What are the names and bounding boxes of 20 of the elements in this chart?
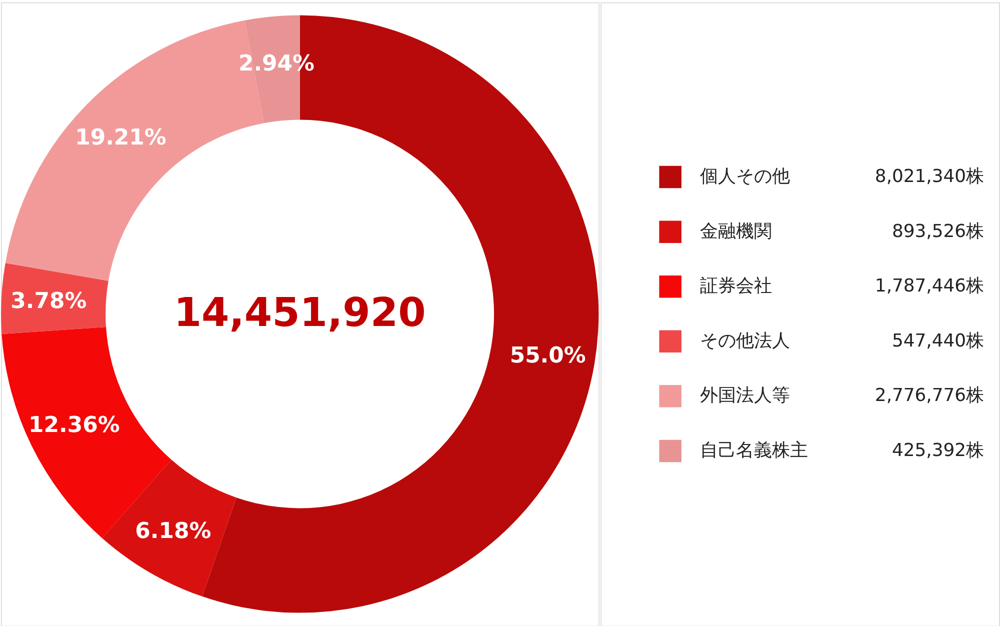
text: 2,776,776株 bbox=[874, 385, 984, 406]
donut-slice bbox=[102, 460, 236, 596]
data-label: 19.21% bbox=[75, 125, 166, 150]
legend-label: 自己名義株主 bbox=[700, 440, 808, 461]
donut-slice bbox=[1, 262, 108, 334]
legend-label: 証券会社 bbox=[700, 276, 772, 297]
text: 547,440株 bbox=[892, 330, 984, 352]
text: 425,392株 bbox=[892, 440, 984, 461]
data-label: 12.36% bbox=[28, 413, 120, 438]
text: 1,787,446株 bbox=[874, 276, 984, 297]
legend-label: 金融機関 bbox=[700, 220, 772, 242]
legend-label: 個人その他 bbox=[700, 166, 790, 188]
legend-label: 外国法人等 bbox=[700, 385, 790, 406]
text: 14,451,920 bbox=[174, 290, 426, 336]
legend-label: その他法人 bbox=[700, 330, 790, 352]
data-label: 6.18% bbox=[135, 519, 212, 544]
data-label: 55.0% bbox=[510, 344, 586, 369]
data-label: 3.78% bbox=[10, 288, 87, 314]
text: 893,526株 bbox=[892, 220, 984, 242]
text: 8,021,340株 bbox=[874, 166, 984, 188]
